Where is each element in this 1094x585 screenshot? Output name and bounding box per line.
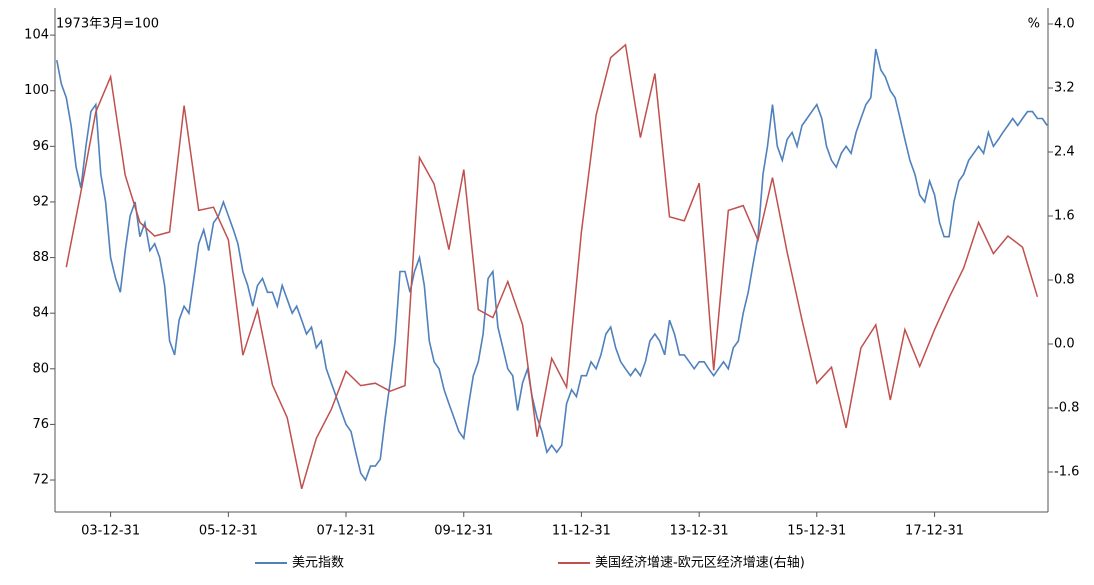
x-tick-label: 07-12-31 [316, 524, 375, 539]
x-tick-label: 05-12-31 [199, 524, 258, 539]
x-tick-label: 03-12-31 [81, 524, 140, 539]
y-tick-label: 80 [32, 361, 49, 376]
right-unit: % [1028, 17, 1040, 32]
legend-label: 美元指数 [292, 556, 344, 571]
y2-tick-label: 0.8 [1054, 273, 1075, 288]
series-line [65, 43, 1039, 490]
y2-tick-label: -1.6 [1054, 465, 1079, 480]
y-tick-label: 88 [32, 250, 49, 265]
legend-label: 美国经济增速-欧元区经济增速(右轴) [595, 556, 805, 571]
y-tick-label: 104 [24, 28, 49, 43]
y-tick-label: 84 [32, 306, 49, 321]
left-unit: 1973年3月=100 [56, 17, 159, 32]
x-tick-label: 15-12-31 [787, 524, 846, 539]
x-tick-label: 11-12-31 [552, 524, 611, 539]
y2-tick-label: 4.0 [1054, 17, 1075, 32]
y2-tick-label: 0.0 [1054, 337, 1075, 352]
x-tick-label: 17-12-31 [905, 524, 964, 539]
y2-tick-label: -0.8 [1054, 401, 1079, 416]
y2-tick-label: 3.2 [1054, 81, 1075, 96]
y-tick-label: 72 [32, 473, 49, 488]
y-tick-label: 76 [32, 417, 49, 432]
y2-tick-label: 1.6 [1054, 209, 1075, 224]
y-tick-label: 92 [32, 194, 49, 209]
x-tick-label: 13-12-31 [670, 524, 729, 539]
series-line [56, 48, 1048, 482]
x-tick-label: 09-12-31 [434, 524, 493, 539]
y2-tick-label: 2.4 [1054, 145, 1075, 160]
y-tick-label: 100 [24, 83, 49, 98]
y-tick-label: 96 [32, 139, 49, 154]
